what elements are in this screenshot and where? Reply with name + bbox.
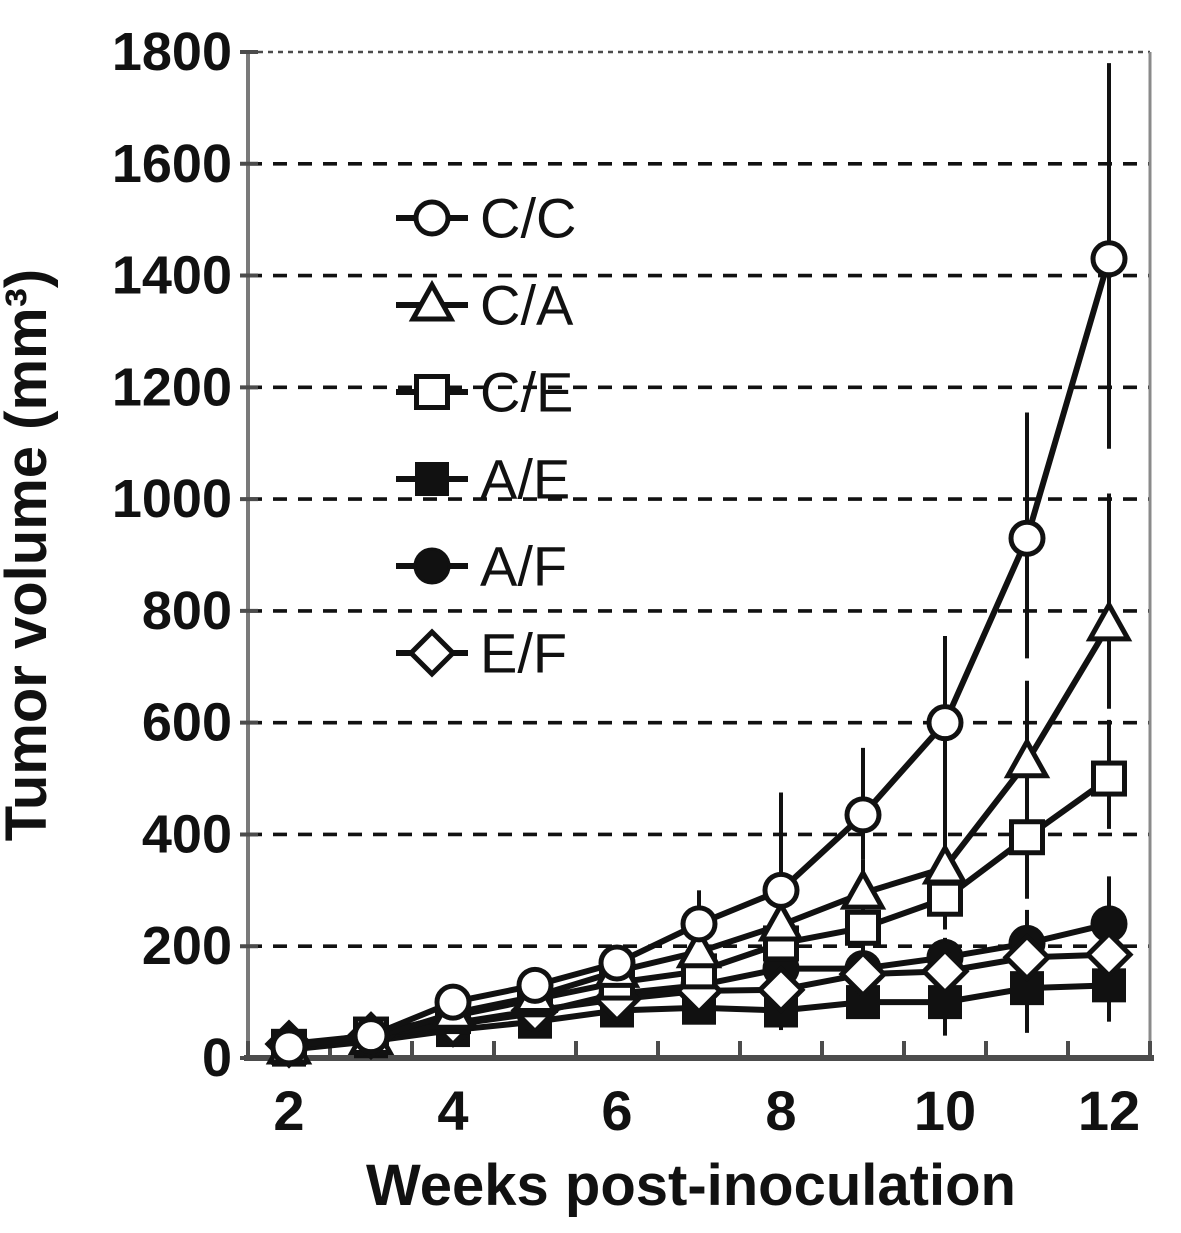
series-marker-cc-w8 [762,871,800,909]
series-marker-ca-w12 [1085,599,1133,642]
series-marker-cc-w2 [270,1028,308,1066]
y-tick-label-1400: 1400 [112,246,232,306]
legend-label-cc: C/C [480,187,576,250]
series-marker-ef-w11 [1002,932,1052,982]
y-tick-label-200: 200 [142,916,232,976]
series-marker-ce-w9 [845,909,881,946]
legend-marker-af [413,547,451,585]
series-marker-ce-w10 [927,880,963,917]
series-marker-cc-w5 [516,966,554,1004]
y-axis-title: Tumor volume (mm³) [0,269,59,842]
y-tick-label-1000: 1000 [112,469,232,529]
series-marker-cc-w3 [352,1017,390,1055]
x-tick-label-10: 10 [914,1079,976,1142]
series-marker-cc-w4 [434,983,472,1021]
x-tick-label-2: 2 [273,1079,304,1142]
y-tick-label-800: 800 [142,581,232,641]
series-marker-cc-w7 [680,905,718,943]
series-marker-cc-w6 [598,944,636,982]
series-marker-cc-w9 [844,796,882,834]
series-marker-cc-w10 [926,704,964,742]
series-marker-ca-w7 [675,926,723,969]
legend-marker-cc [413,199,451,237]
series-marker-cc-w11 [1008,519,1046,557]
series-marker-ef-w9 [838,949,888,999]
legend-marker-ca [408,279,456,322]
y-tick-label-1800: 1800 [112,22,232,82]
x-tick-label-4: 4 [437,1079,468,1142]
legend-label-ae: A/E [480,448,570,511]
legend-label-ce: C/E [480,361,573,424]
legend-marker-ce [414,374,450,410]
series-marker-ce-w12 [1091,760,1127,797]
series-marker-ae-w12 [1092,968,1126,1003]
x-tick-label-12: 12 [1078,1079,1140,1142]
legend-marker-ef [407,628,457,678]
series-marker-ca-w11 [1003,736,1051,779]
x-tick-label-6: 6 [601,1079,632,1142]
y-tick-label-400: 400 [142,804,232,864]
y-tick-label-1200: 1200 [112,357,232,417]
series-marker-ef-w8 [756,965,806,1015]
series-marker-ca-w9 [839,868,887,910]
legend-label-ca: C/A [480,274,574,337]
legend-label-af: A/F [480,535,567,598]
y-tick-label-0: 0 [202,1028,232,1088]
y-tick-label-600: 600 [142,693,232,753]
series-marker-ca-w8 [757,899,805,942]
series-marker-ef-w10 [920,946,970,996]
x-tick-label-8: 8 [765,1079,796,1142]
series-marker-ce-w11 [1009,819,1045,856]
legend-label-ef: E/F [480,622,567,685]
legend-marker-ae [415,462,449,496]
y-tick-label-1600: 1600 [112,134,232,194]
x-axis-title: Weeks post-inoculation [366,1153,1016,1218]
series-marker-ca-w10 [921,842,969,885]
series-marker-ef-w12 [1084,930,1134,980]
series-marker-cc-w12 [1090,240,1128,278]
